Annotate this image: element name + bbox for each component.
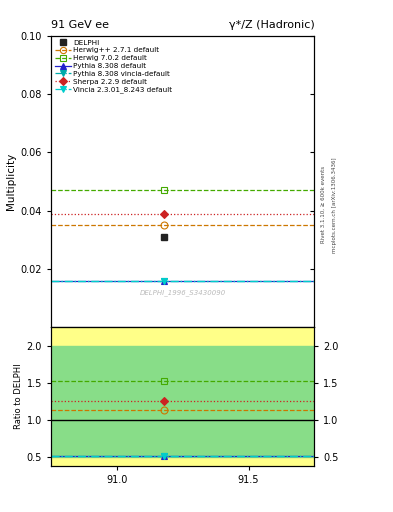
Text: mcplots.cern.ch [arXiv:1306.3436]: mcplots.cern.ch [arXiv:1306.3436]: [332, 157, 337, 252]
Legend: DELPHI, Herwig++ 2.7.1 default, Herwig 7.0.2 default, Pythia 8.308 default, Pyth: DELPHI, Herwig++ 2.7.1 default, Herwig 7…: [53, 38, 174, 95]
Bar: [51, 346, 314, 457]
Text: γ*/Z (Hadronic): γ*/Z (Hadronic): [229, 20, 314, 30]
Text: Rivet 3.1.10, ≥ 600k events: Rivet 3.1.10, ≥ 600k events: [320, 166, 325, 243]
Text: DELPHI_1996_S3430090: DELPHI_1996_S3430090: [140, 289, 226, 295]
Y-axis label: Multiplicity: Multiplicity: [6, 153, 17, 210]
Y-axis label: Ratio to DELPHI: Ratio to DELPHI: [13, 364, 22, 430]
Text: 91 GeV ee: 91 GeV ee: [51, 20, 109, 30]
